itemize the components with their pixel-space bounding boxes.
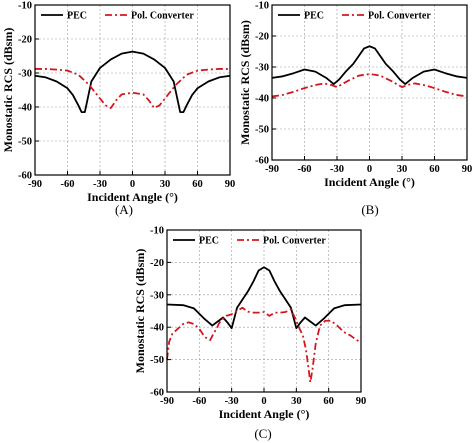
y-tick-label: -20 (18, 35, 32, 46)
y-tick-label: -30 (255, 63, 269, 74)
y-tick-label: -40 (150, 323, 164, 334)
x-tick-label: -60 (192, 396, 206, 407)
legend-label-pol-converter: Pol. Converter (263, 236, 326, 247)
y-tick-label: -30 (18, 69, 32, 80)
legend-label-pol-converter: Pol. Converter (368, 11, 431, 22)
chart-panel-b: -90 -60 -30 0 30 60 90-10-20-30-40-50-60Incide… (238, 1, 472, 218)
x-tick-label: 0 (261, 396, 266, 407)
x-tick-label: -60 (298, 164, 312, 175)
y-tick-label: -20 (255, 32, 269, 43)
legend-label-pec: PEC (67, 11, 87, 22)
x-tick-label: -30 (93, 179, 107, 190)
y-tick-label: -30 (150, 290, 164, 301)
y-tick-label: -60 (255, 156, 269, 167)
y-tick-label: -10 (255, 1, 269, 12)
panel-caption: (B) (361, 202, 378, 217)
series-line-pol-converter (35, 68, 230, 109)
panel-caption: (C) (254, 426, 271, 441)
x-tick-label: 90 (462, 164, 473, 175)
series-line-pec (34, 50, 231, 113)
y-tick-label: -40 (18, 103, 32, 114)
y-tick-label: -50 (18, 137, 32, 148)
x-tick-label: 60 (192, 179, 203, 190)
x-tick-label: -90 (160, 396, 174, 407)
series-line-pec (271, 45, 468, 85)
y-tick-label: -60 (150, 388, 164, 399)
x-tick-label: -30 (225, 396, 239, 407)
x-tick-label: 60 (429, 164, 440, 175)
x-tick-label: -30 (330, 164, 344, 175)
x-tick-label: -90 (28, 179, 42, 190)
series-line-pol-converter (166, 306, 362, 384)
x-axis-label: Incident Angle (°) (324, 175, 415, 189)
y-tick-label: -50 (150, 355, 164, 366)
y-tick-label: -10 (150, 226, 164, 237)
y-tick-label: -50 (255, 125, 269, 136)
x-tick-label: 30 (291, 396, 302, 407)
x-axis-label: Incident Angle (°) (87, 190, 178, 204)
chart-panel-a: -90 -60 -30 0 30 60 90-10-20-30-40-50-60Incide… (1, 1, 235, 218)
x-tick-label: 30 (397, 164, 408, 175)
x-tick-label: -90 (265, 164, 279, 175)
y-tick-label: -20 (150, 258, 164, 269)
y-tick-label: -60 (18, 171, 32, 182)
series-line-pol-converter (271, 73, 468, 98)
x-tick-label: 0 (130, 179, 135, 190)
y-axis-label: Monostatic RCS (dBsm) (133, 249, 147, 374)
y-tick-label: -40 (255, 94, 269, 105)
series-line-pec (166, 266, 362, 330)
legend-label-pol-converter: Pol. Converter (131, 11, 194, 22)
x-tick-label: 90 (356, 396, 367, 407)
x-tick-label: 30 (160, 179, 171, 190)
y-axis-label: Monostatic RCS (dBsm) (238, 20, 252, 145)
y-axis-label: Monostatic RCS (dBsm) (1, 28, 15, 153)
legend-label-pec: PEC (304, 11, 324, 22)
legend-label-pec: PEC (199, 236, 219, 247)
x-tick-label: -60 (61, 179, 75, 190)
chart-panel-c: -90 -60 -30 0 30 60 90-10-20-30-40-50-60Incide… (133, 226, 366, 442)
panel-caption: (A) (115, 202, 133, 217)
y-tick-label: -10 (18, 1, 32, 12)
x-tick-label: 0 (367, 164, 372, 175)
x-axis-label: Incident Angle (°) (219, 407, 310, 421)
x-tick-label: 90 (225, 179, 236, 190)
x-tick-label: 60 (323, 396, 334, 407)
